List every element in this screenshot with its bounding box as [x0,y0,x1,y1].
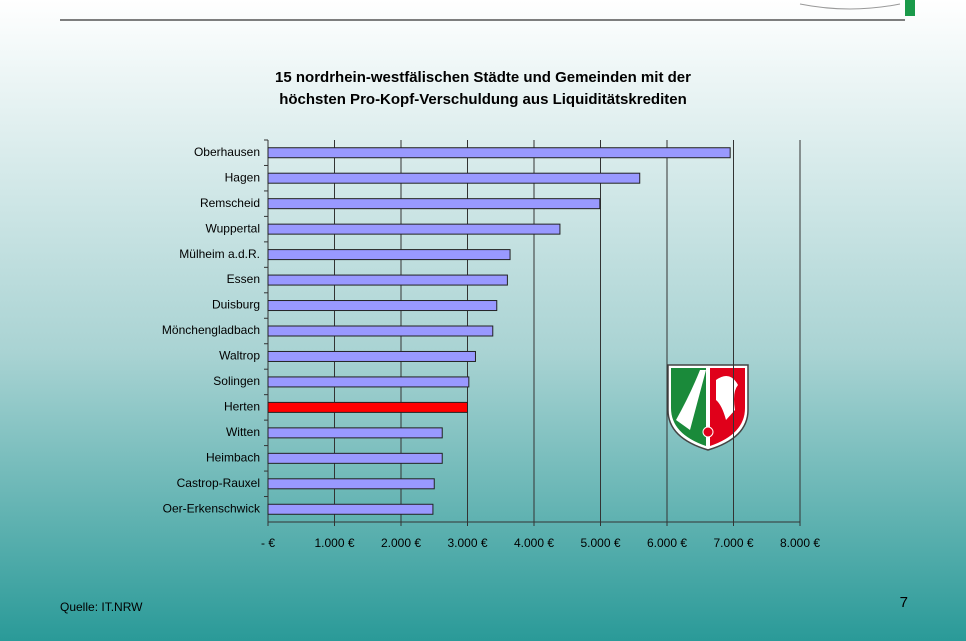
bar [267,198,601,210]
y-tick-label: Wuppertal [206,221,260,235]
x-tick-label: - € [261,536,275,550]
y-tick-label: Duisburg [212,298,260,312]
x-tick-label: 7.000 € [713,536,753,550]
coat-of-arms [667,364,749,451]
y-tick-label: Castrop-Rauxel [177,476,260,490]
y-tick-label: Heimbach [206,451,260,465]
y-tick-label: Hagen [225,170,260,184]
bar [267,325,494,337]
bar [267,300,498,312]
y-tick-label: Witten [226,425,260,439]
bar [267,401,468,413]
source: Quelle: IT.NRW [60,600,143,614]
chart-title: 15 nordrhein-westfälischen Städte und Ge… [275,69,691,86]
x-tick-label: 6.000 € [647,536,687,550]
logo-fragment [799,3,901,10]
y-tick-label: Herten [224,400,260,414]
y-tick-label: Mönchengladbach [162,323,260,337]
bar [267,350,476,362]
x-tick-label: 4.000 € [514,536,554,550]
x-tick-label: 8.000 € [780,536,820,550]
bar [267,478,435,490]
y-tick-label: Waltrop [219,349,260,363]
bar [267,147,731,159]
y-tick-label: Oberhausen [194,145,260,159]
bar [267,274,508,286]
bar [267,223,561,235]
bar [267,427,443,439]
y-tick-label: Essen [227,272,260,286]
x-tick-label: 5.000 € [580,536,620,550]
x-tick-label: 1.000 € [314,536,354,550]
bar [267,172,641,184]
x-tick-label: 2.000 € [381,536,421,550]
y-tick-label: Mülheim a.d.R. [179,247,260,261]
chart-title: höchsten Pro-Kopf-Verschuldung aus Liqui… [279,91,687,108]
bar [267,376,470,388]
x-tick-label: 3.000 € [447,536,487,550]
page-number: 7 [900,594,908,611]
bar [267,503,434,515]
y-tick-label: Remscheid [200,196,260,210]
bar [267,249,511,261]
y-tick-label: Oer-Erkenschwick [163,501,261,515]
logo-fragment [905,0,915,16]
y-tick-label: Solingen [213,374,260,388]
bar [267,452,443,464]
